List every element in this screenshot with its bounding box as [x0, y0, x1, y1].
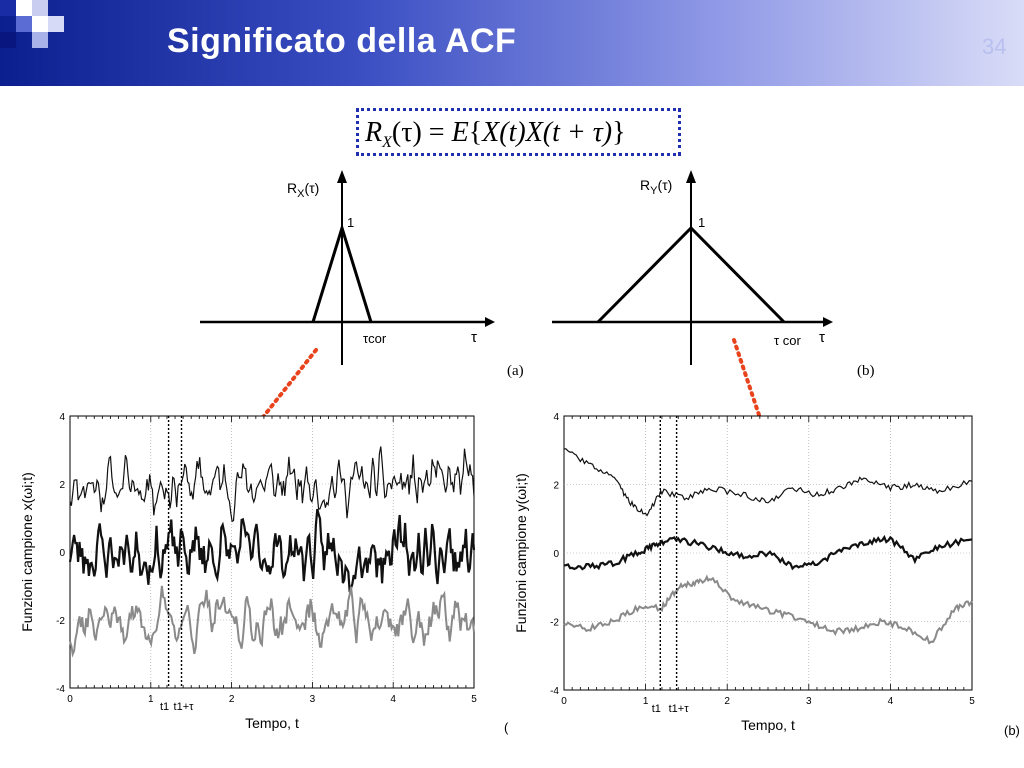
acf-diagram-b: RY(τ) 1 τ cor τ	[552, 170, 833, 365]
red-arrow-right	[732, 338, 766, 432]
tau-label-b: τ	[819, 329, 825, 346]
decorative-squares	[0, 0, 80, 60]
time-marker-label: t1	[652, 703, 661, 715]
x-tick-label: 1	[148, 694, 154, 705]
time-marker-label: t1+τ	[174, 701, 195, 713]
left-sample-chart: 0 1 2 3 4 5 4 2 0 -2 -4 t1 t1+τ Tempo, t Funzioni camp…	[19, 412, 509, 735]
x-tick-label: 5	[471, 694, 477, 705]
y-axis-label: Funzioni campione x(ωi;t)	[19, 472, 35, 632]
y-tick-label: -2	[550, 618, 559, 629]
slide-title: Significato della ACF	[167, 22, 517, 60]
y-tick-label: 2	[553, 481, 559, 492]
sample-series-3	[69, 585, 475, 658]
sample-series-3	[563, 574, 973, 645]
figure-tag: (	[504, 720, 509, 735]
peak-label-a: 1	[347, 215, 354, 230]
red-arrow-left	[254, 348, 318, 428]
x-tick-label: 0	[67, 694, 73, 705]
x-tick-label: 1	[643, 696, 649, 707]
x-tick-label: 3	[806, 696, 812, 707]
acf-formula: RX(τ) = E{X(t)X(t + τ)}	[365, 117, 626, 151]
y-tick-label: -4	[550, 686, 559, 697]
time-marker-label: t1+τ	[669, 703, 690, 715]
x-tick-label: 3	[310, 694, 316, 705]
tau-label-a: τ	[471, 329, 477, 346]
x-tick-label: 5	[969, 696, 975, 707]
y-tick-label: 4	[553, 412, 559, 423]
x-axis-label: Tempo, t	[245, 715, 299, 731]
sample-series-1	[564, 448, 973, 517]
slide-number: 34	[982, 34, 1007, 59]
ylabel-a: RX(τ)	[287, 180, 319, 200]
y-tick-label: 0	[553, 549, 559, 560]
x-tick-label: 2	[229, 694, 235, 705]
y-tick-label: 2	[59, 480, 65, 491]
tcor-label-b: τ cor	[774, 333, 801, 348]
right-sample-chart: 0 1 2 3 4 5 4 2 0 -2 -4 t1 t1+τ Tempo, t Funzioni camp…	[513, 412, 1020, 738]
peak-label-b: 1	[698, 215, 705, 230]
sample-series-2	[68, 508, 476, 593]
x-tick-label: 4	[390, 694, 396, 705]
sample-series-1	[69, 446, 475, 523]
title-bar: Significato della ACF 34	[0, 0, 1024, 86]
x-tick-label: 0	[561, 696, 567, 707]
acf-diagram-a: RX(τ) 1 τcor τ	[200, 170, 495, 365]
ylabel-b: RY(τ)	[640, 177, 672, 197]
y-axis-label: Funzioni campione y(ωi;t)	[513, 473, 529, 633]
tcor-label-a: τcor	[363, 331, 387, 346]
x-axis-label: Tempo, t	[741, 717, 795, 733]
time-marker-label: t1	[160, 701, 169, 713]
y-tick-label: 0	[59, 548, 65, 559]
y-tick-label: -4	[56, 684, 65, 695]
y-tick-label: 4	[59, 412, 65, 423]
fig-tag-b: (b)	[857, 363, 875, 379]
figure-tag: (b)	[1004, 723, 1020, 738]
y-tick-label: -2	[56, 616, 65, 627]
formula-box: RX(τ) = E{X(t)X(t + τ)}	[356, 108, 681, 156]
x-tick-label: 4	[888, 696, 894, 707]
x-tick-label: 2	[724, 696, 730, 707]
fig-tag-a: (a)	[507, 363, 524, 379]
sample-series-2	[563, 534, 973, 571]
